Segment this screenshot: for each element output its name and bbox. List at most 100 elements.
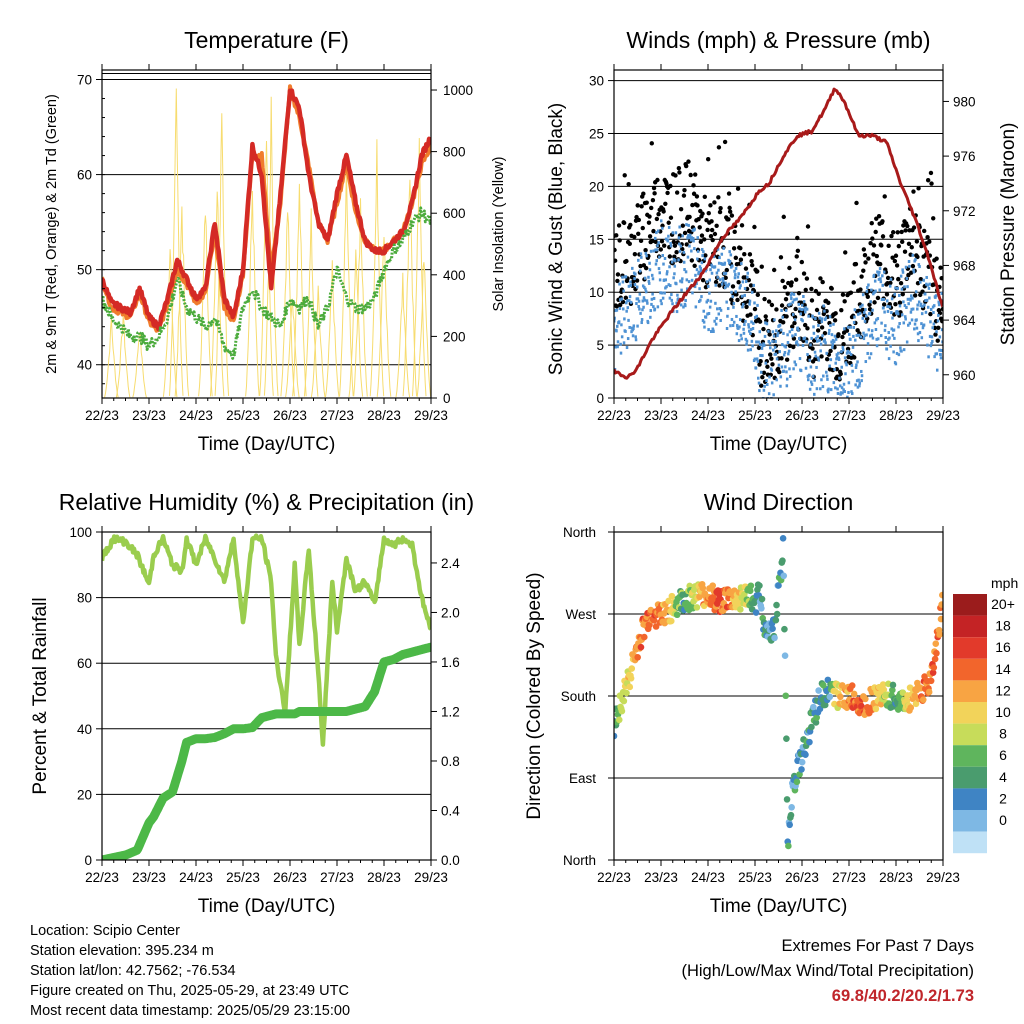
gust-point	[694, 194, 700, 199]
wind-point	[797, 337, 801, 341]
elevation-text: Station elevation: 395.234 m	[30, 943, 214, 959]
direction-point	[771, 634, 778, 642]
wind-point	[905, 276, 909, 280]
y-tick-label: 60	[77, 168, 92, 183]
direction-point	[709, 582, 716, 589]
wind-point	[641, 308, 644, 312]
legend-swatch	[953, 723, 987, 746]
gust-point	[674, 190, 680, 195]
gust-point	[705, 227, 710, 233]
direction-point	[930, 664, 938, 671]
gust-point	[822, 330, 828, 336]
wind-point	[884, 341, 888, 345]
wind-point	[752, 283, 755, 287]
wind-point	[820, 378, 823, 382]
direction-point	[780, 572, 788, 580]
gust-point	[729, 297, 734, 302]
gust-point	[848, 290, 854, 295]
wind-point	[719, 318, 722, 322]
wind-point	[764, 361, 768, 365]
direction-point	[793, 778, 801, 786]
wind-point	[820, 320, 824, 324]
gust-point	[647, 214, 652, 219]
wind-point	[661, 254, 665, 258]
direction-point	[933, 649, 940, 657]
direction-point	[758, 595, 766, 603]
direction-point	[808, 723, 815, 731]
direction-point	[912, 700, 920, 708]
wind-point	[937, 313, 940, 317]
gust-point	[785, 291, 790, 296]
direction-point	[850, 690, 858, 698]
wind-point	[738, 318, 742, 322]
wind-point	[821, 334, 824, 338]
gust-point	[649, 141, 654, 146]
gust-point	[718, 205, 723, 211]
wind-point	[847, 390, 850, 394]
direction-point	[626, 683, 634, 691]
wind-point	[752, 321, 755, 325]
wind-point	[810, 336, 813, 340]
x-tick-label: 29/23	[414, 408, 448, 423]
wind-point	[890, 311, 893, 315]
gust-point	[931, 216, 936, 221]
wind-point	[903, 304, 907, 308]
wind-point	[663, 278, 666, 282]
legend-label: 12	[995, 682, 1011, 698]
gust-point	[693, 172, 698, 177]
wind-point	[640, 255, 643, 259]
x-tick-label: 26/23	[785, 408, 819, 423]
wind-point	[738, 286, 742, 290]
wind-point	[928, 296, 931, 300]
wind-point	[804, 306, 807, 310]
wind-point	[850, 390, 853, 394]
wind-point	[696, 257, 699, 261]
direction-point	[781, 625, 788, 633]
wind-point	[729, 253, 733, 257]
gust-point	[713, 279, 719, 285]
wind-point	[670, 293, 673, 297]
direction-point	[699, 584, 707, 592]
legend-label: 0	[999, 812, 1007, 828]
x-tick-label: 29/23	[414, 870, 448, 885]
y-tick-label-right: 976	[953, 149, 976, 164]
gust-point	[878, 261, 883, 267]
wind-point	[871, 308, 874, 312]
wind-point	[918, 265, 921, 269]
solar-spike	[412, 137, 427, 397]
legend-label: 2	[999, 790, 1007, 806]
gust-point	[672, 243, 678, 248]
x-tick-label: 22/23	[85, 408, 119, 423]
x-tick-label: 24/23	[179, 870, 213, 885]
gust-point	[689, 258, 695, 263]
wind-point	[863, 334, 866, 338]
y-tick-label-right: 0.0	[441, 853, 460, 868]
wind-point	[755, 340, 758, 344]
wind-point	[882, 270, 886, 274]
wind-point	[873, 279, 877, 283]
wind-point	[684, 270, 688, 274]
wind-point	[892, 328, 896, 332]
gust-point	[910, 263, 916, 269]
gust-point	[819, 354, 824, 359]
wind-point	[708, 291, 711, 295]
wind-point	[650, 302, 653, 306]
wind-point	[907, 259, 911, 263]
wind-point	[922, 278, 925, 282]
gust-point	[879, 243, 884, 248]
wind-point	[628, 295, 632, 299]
wind-point	[771, 339, 774, 343]
direction-point	[637, 643, 645, 651]
wind-point	[696, 249, 700, 253]
wind-point	[661, 226, 664, 230]
wind-point	[893, 336, 896, 340]
wind-point	[826, 390, 830, 394]
gust-point	[896, 243, 902, 249]
gust-point	[665, 190, 670, 196]
wind-point	[781, 315, 784, 319]
gust-point	[752, 224, 757, 230]
wind-point	[832, 322, 835, 326]
wind-point	[705, 300, 708, 304]
wind-point	[839, 391, 843, 395]
direction-point	[618, 707, 626, 715]
